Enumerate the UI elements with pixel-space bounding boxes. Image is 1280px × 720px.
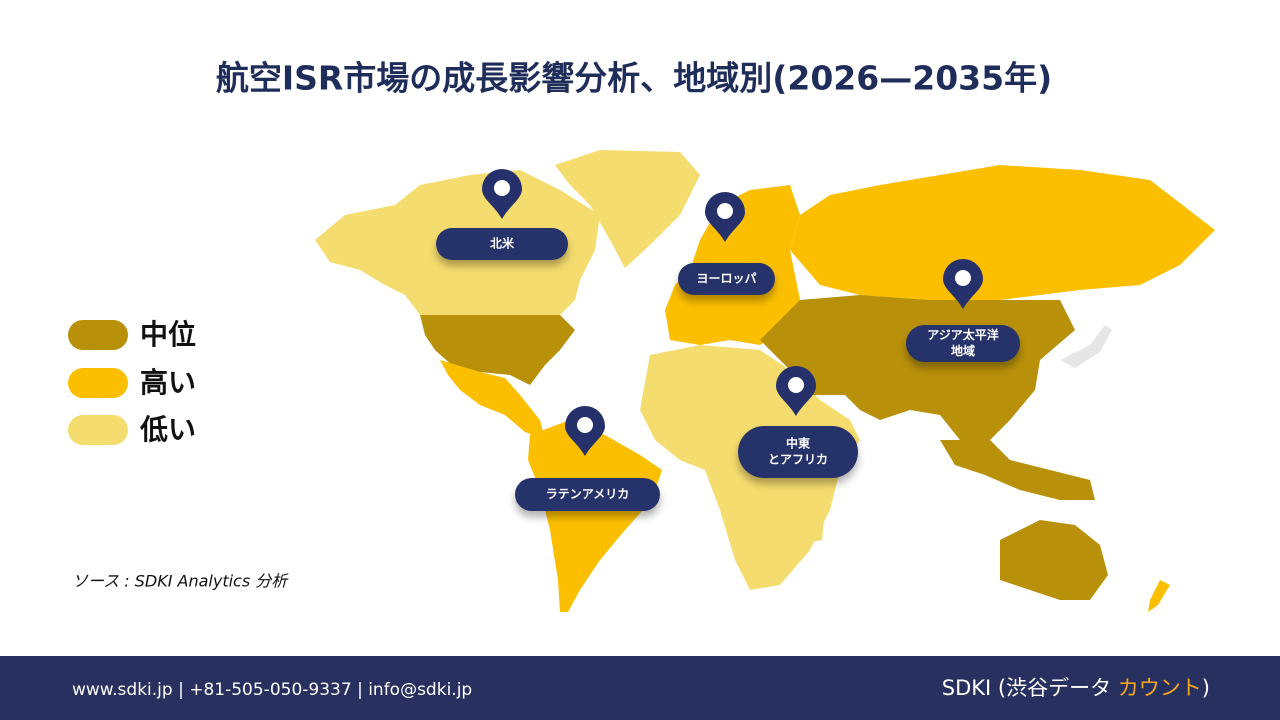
footer-bar: [0, 656, 1280, 720]
region-label-box: [906, 325, 1020, 362]
region-label: ラテンアメリカ: [546, 487, 629, 501]
legend-label: 中位: [140, 318, 196, 351]
source: ソース : SDKI Analytics 分析: [72, 572, 289, 591]
region-label-box: [436, 228, 568, 260]
brand-highlight: カウント: [1118, 676, 1202, 700]
region-label: アジア太平洋: [927, 327, 999, 342]
region-label-box: [678, 263, 775, 295]
region-label-box: [738, 426, 858, 478]
legend-swatch: [68, 415, 128, 445]
world-map: [315, 150, 1215, 612]
brand-suffix: ): [1202, 676, 1210, 700]
region-label: 地域: [951, 343, 975, 358]
region-label: 北米: [490, 236, 515, 251]
title: 航空ISR市場の成長影響分析、地域別(2026—2035年): [216, 59, 1052, 98]
map-pin-dot: [717, 203, 733, 219]
brand-prefix: SDKI (渋谷データ: [942, 676, 1118, 700]
region-label: とアフリカ: [768, 453, 828, 467]
region-label-box: [515, 478, 660, 511]
legend-label: 低い: [139, 413, 196, 446]
contact: www.sdki.jp | +81-505-050-9337 | info@sd…: [72, 680, 472, 700]
brand: SDKI (渋谷データ カウント): [942, 676, 1210, 700]
legend-swatch: [68, 368, 128, 398]
legend-label: 高い: [140, 366, 196, 399]
map-pin-dot: [494, 180, 510, 196]
region-label: 中東: [786, 436, 810, 451]
legend-swatch: [68, 320, 128, 350]
region-label: ヨーロッパ: [696, 272, 756, 286]
map-pin-dot: [788, 377, 804, 393]
map-pin-dot: [577, 417, 593, 433]
map-pin-dot: [955, 270, 971, 286]
